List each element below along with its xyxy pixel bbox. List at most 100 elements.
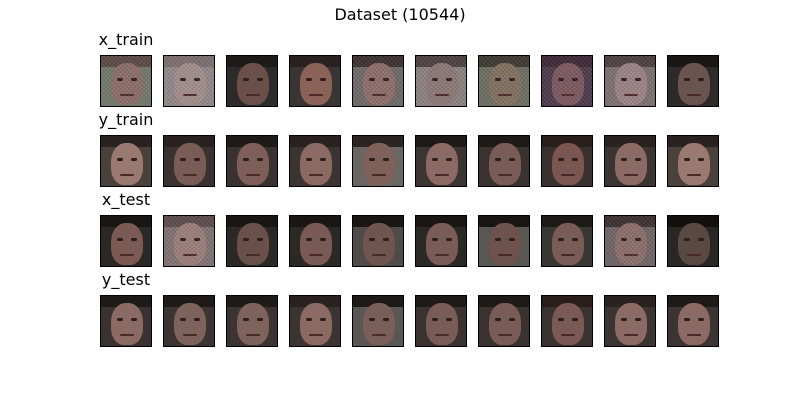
eye-right (572, 238, 578, 241)
mouth (435, 334, 449, 336)
eye-left (243, 78, 249, 81)
hair-region (353, 136, 403, 147)
eye-left (117, 318, 123, 321)
hair-region (101, 136, 151, 147)
hair-region (353, 216, 403, 227)
eye-left (180, 238, 186, 241)
hair-region (353, 56, 403, 67)
face-region (678, 223, 710, 265)
hair-region (605, 216, 655, 227)
hair-region (542, 136, 592, 147)
face-region (237, 63, 269, 105)
face-thumbnail (667, 215, 719, 267)
face-thumbnail (100, 135, 152, 187)
face-region (111, 143, 143, 185)
eye-right (383, 158, 389, 161)
eye-left (621, 158, 627, 161)
face-thumbnail (352, 135, 404, 187)
face-thumbnail (541, 55, 593, 107)
face-thumbnail (415, 135, 467, 187)
face-region (489, 223, 521, 265)
hair-region (605, 136, 655, 147)
eye-right (509, 238, 515, 241)
eye-left (684, 318, 690, 321)
hair-region (416, 56, 466, 67)
eye-left (180, 158, 186, 161)
face-region (678, 303, 710, 345)
eye-left (432, 78, 438, 81)
hair-region (479, 56, 529, 67)
hair-region (290, 136, 340, 147)
eye-left (558, 158, 564, 161)
eye-left (306, 238, 312, 241)
mouth (183, 94, 197, 96)
eye-right (446, 238, 452, 241)
eye-right (320, 238, 326, 241)
face-thumbnail (352, 215, 404, 267)
mouth (246, 174, 260, 176)
eye-right (635, 318, 641, 321)
mouth (372, 174, 386, 176)
mouth (309, 94, 323, 96)
face-region (363, 143, 395, 185)
row-label-x-train: x_train (98, 30, 154, 49)
hair-region (290, 296, 340, 307)
eye-left (243, 238, 249, 241)
face-thumbnail (415, 215, 467, 267)
face-region (174, 63, 206, 105)
mouth (498, 94, 512, 96)
face-region (615, 143, 647, 185)
face-thumbnail (226, 135, 278, 187)
mouth (246, 94, 260, 96)
eye-right (383, 238, 389, 241)
face-region (552, 63, 584, 105)
face-region (489, 143, 521, 185)
mouth (120, 94, 134, 96)
noise-overlay (605, 56, 655, 106)
face-thumbnail (604, 55, 656, 107)
mouth (246, 334, 260, 336)
hair-region (542, 216, 592, 227)
mouth (624, 174, 638, 176)
face-thumbnail (163, 295, 215, 347)
eye-left (306, 318, 312, 321)
eye-left (369, 78, 375, 81)
eye-right (446, 78, 452, 81)
eye-right (446, 158, 452, 161)
hair-region (164, 56, 214, 67)
mouth (309, 334, 323, 336)
eye-left (432, 238, 438, 241)
hair-region (542, 296, 592, 307)
face-thumbnail (289, 215, 341, 267)
hair-region (479, 296, 529, 307)
eye-right (635, 158, 641, 161)
face-region (678, 143, 710, 185)
face-thumbnail (478, 55, 530, 107)
hair-region (227, 296, 277, 307)
face-region (678, 63, 710, 105)
face-thumbnail (289, 135, 341, 187)
eye-right (572, 158, 578, 161)
eye-left (243, 318, 249, 321)
face-region (237, 303, 269, 345)
eye-right (698, 318, 704, 321)
hair-region (353, 296, 403, 307)
face-thumbnail (478, 295, 530, 347)
hair-region (479, 136, 529, 147)
face-region (237, 223, 269, 265)
mouth (183, 254, 197, 256)
eye-right (194, 158, 200, 161)
figure-title: Dataset (10544) (334, 5, 466, 24)
face-thumbnail (604, 215, 656, 267)
face-thumbnail (541, 295, 593, 347)
mouth (498, 334, 512, 336)
face-thumbnail (478, 135, 530, 187)
eye-left (180, 78, 186, 81)
row-label-y-test: y_test (101, 270, 151, 289)
eye-left (558, 78, 564, 81)
eye-right (698, 158, 704, 161)
noise-overlay (164, 216, 214, 266)
mouth (561, 94, 575, 96)
hair-region (668, 136, 718, 147)
eye-right (383, 78, 389, 81)
